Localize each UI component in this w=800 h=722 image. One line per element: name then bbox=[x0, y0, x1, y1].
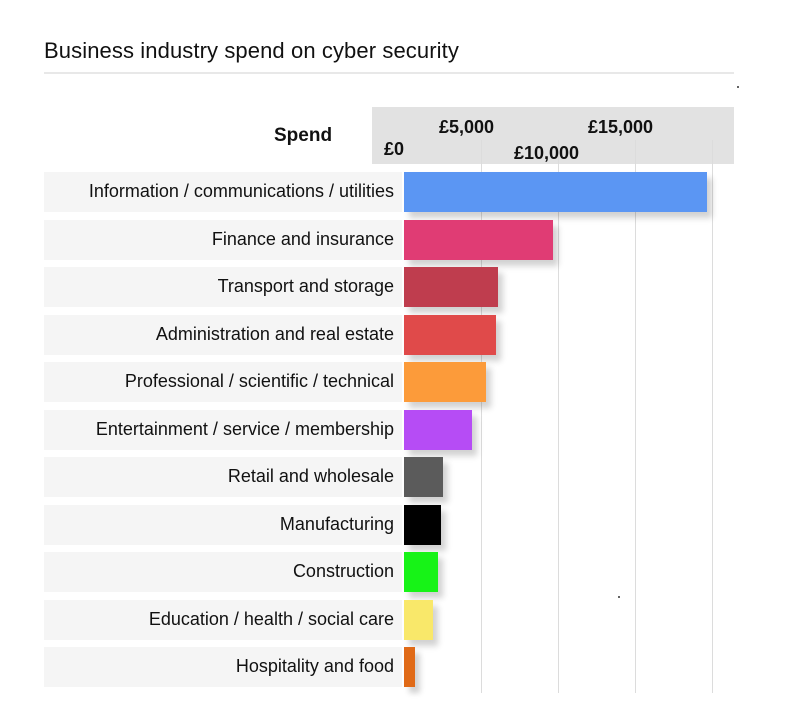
bar bbox=[404, 362, 486, 402]
category-label: Finance and insurance bbox=[211, 229, 394, 249]
row-background bbox=[44, 220, 402, 260]
row-background bbox=[44, 172, 402, 212]
category-label: Retail and wholesale bbox=[227, 466, 394, 486]
bar bbox=[404, 220, 553, 260]
category-label: Transport and storage bbox=[217, 276, 394, 296]
category-label: Construction bbox=[292, 561, 394, 581]
row-background bbox=[44, 647, 402, 687]
decorative-dot bbox=[618, 596, 620, 598]
bar bbox=[404, 505, 441, 545]
axis-header-band bbox=[372, 107, 734, 164]
row-background bbox=[44, 410, 402, 450]
bar bbox=[404, 315, 496, 355]
gridline bbox=[635, 140, 636, 693]
row-background bbox=[44, 315, 402, 355]
gridline bbox=[712, 140, 713, 693]
category-label: Administration and real estate bbox=[155, 324, 394, 344]
x-tick-label: £10,000 bbox=[514, 143, 580, 163]
decorative-dot bbox=[737, 86, 739, 88]
gridline bbox=[558, 140, 559, 693]
axis-header-label: Spend bbox=[274, 125, 333, 146]
bar bbox=[404, 647, 415, 687]
category-label: Education / health / social care bbox=[148, 609, 394, 629]
bar bbox=[404, 552, 438, 592]
row-background bbox=[44, 600, 402, 640]
row-background bbox=[44, 552, 402, 592]
gridline bbox=[481, 140, 482, 693]
category-label: Manufacturing bbox=[279, 514, 394, 534]
bar bbox=[404, 172, 707, 212]
row-background bbox=[44, 362, 402, 402]
category-label: Entertainment / service / membership bbox=[95, 419, 394, 439]
row-background bbox=[44, 267, 402, 307]
x-tick-label: £5,000 bbox=[439, 117, 495, 137]
x-tick-label: £0 bbox=[384, 139, 405, 159]
bar bbox=[404, 410, 472, 450]
bar bbox=[404, 457, 443, 497]
row-background bbox=[44, 457, 402, 497]
chart-title: Business industry spend on cyber securit… bbox=[44, 38, 459, 63]
bar bbox=[404, 267, 498, 307]
category-label: Professional / scientific / technical bbox=[124, 371, 394, 391]
title-divider bbox=[44, 72, 734, 74]
row-background bbox=[44, 505, 402, 545]
category-label: Hospitality and food bbox=[235, 656, 394, 676]
x-tick-label: £15,000 bbox=[588, 117, 654, 137]
category-label: Information / communications / utilities bbox=[88, 181, 394, 201]
bar bbox=[404, 600, 433, 640]
